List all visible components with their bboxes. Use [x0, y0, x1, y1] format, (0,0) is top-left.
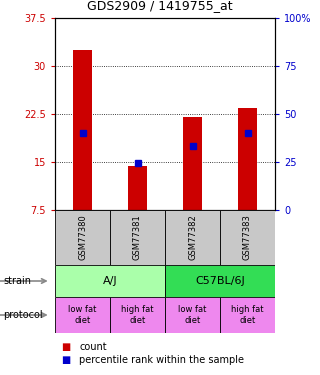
- Text: low fat
diet: low fat diet: [68, 305, 97, 325]
- Bar: [165, 297, 220, 333]
- Bar: [165, 210, 220, 265]
- Bar: [110, 210, 165, 265]
- Text: A/J: A/J: [103, 276, 117, 286]
- Text: protocol: protocol: [3, 310, 43, 320]
- Bar: [165, 265, 275, 297]
- Bar: [183, 117, 202, 210]
- Bar: [110, 297, 165, 333]
- Text: low fat
diet: low fat diet: [178, 305, 207, 325]
- Text: GSM77382: GSM77382: [188, 214, 197, 260]
- Text: GSM77383: GSM77383: [243, 214, 252, 260]
- Text: GDS2909 / 1419755_at: GDS2909 / 1419755_at: [87, 0, 233, 12]
- Bar: [55, 297, 110, 333]
- Bar: [220, 297, 275, 333]
- Text: strain: strain: [3, 276, 31, 286]
- Text: count: count: [79, 342, 107, 352]
- Text: high fat
diet: high fat diet: [121, 305, 154, 325]
- Bar: [55, 210, 110, 265]
- Text: C57BL/6J: C57BL/6J: [195, 276, 245, 286]
- Text: GSM77381: GSM77381: [133, 214, 142, 260]
- Text: ■: ■: [61, 342, 71, 352]
- Text: high fat
diet: high fat diet: [231, 305, 264, 325]
- Bar: [238, 108, 257, 210]
- Bar: [55, 265, 165, 297]
- Bar: [128, 166, 147, 210]
- Bar: [73, 50, 92, 210]
- Bar: [220, 210, 275, 265]
- Text: ■: ■: [61, 355, 71, 365]
- Text: percentile rank within the sample: percentile rank within the sample: [79, 355, 244, 365]
- Text: GSM77380: GSM77380: [78, 214, 87, 260]
